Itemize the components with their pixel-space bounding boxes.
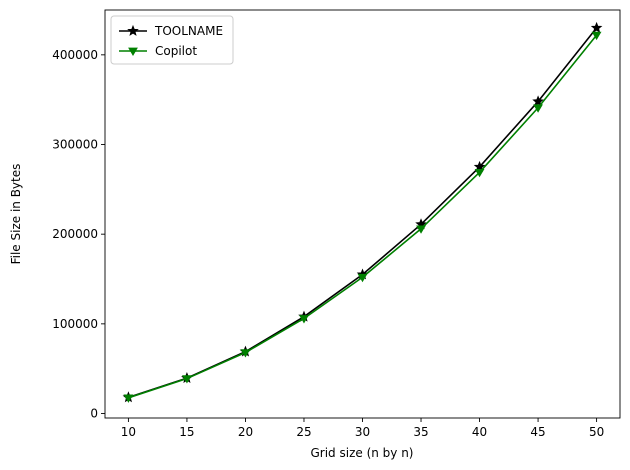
legend-label-copilot: Copilot — [155, 44, 197, 58]
data-point-copilot — [591, 31, 602, 41]
y-tick-label: 100000 — [52, 317, 98, 331]
legend-box — [110, 15, 234, 65]
y-tick-label: 0 — [90, 407, 98, 421]
y-tick-label: 300000 — [52, 138, 98, 152]
y-tick-label: 400000 — [52, 48, 98, 62]
data-point-toolname — [532, 95, 544, 107]
data-point-copilot — [240, 349, 251, 358]
x-tick-label: 45 — [530, 425, 545, 439]
x-tick-label: 25 — [296, 425, 311, 439]
data-point-copilot — [357, 273, 368, 283]
x-tick-label: 10 — [121, 425, 136, 439]
axes-layer: 10 15 20 25 30 35 40 45 50 0 100000 200000 300000 400… — [52, 9, 621, 439]
x-tick-label: 50 — [589, 425, 604, 439]
x-tick-label: 35 — [413, 425, 428, 439]
legend: TOOLNAME Copilot — [110, 15, 234, 65]
x-tick-label: 30 — [355, 425, 370, 439]
data-point-copilot — [182, 375, 192, 384]
legend-marker-copilot — [128, 47, 138, 56]
y-tick-label: 200000 — [52, 227, 98, 241]
series-layer — [122, 21, 603, 403]
x-tick-label: 20 — [238, 425, 253, 439]
x-tick-label: 40 — [472, 425, 487, 439]
legend-marker-toolname — [127, 24, 139, 36]
x-axis-label: Grid size (n by n) — [310, 446, 413, 460]
data-point-toolname — [590, 21, 603, 33]
plot-area — [105, 10, 620, 418]
data-point-copilot — [123, 394, 134, 403]
data-point-copilot — [299, 315, 309, 324]
data-point-copilot — [533, 104, 543, 113]
y-axis-label: File Size in Bytes — [9, 164, 23, 265]
data-point-copilot — [416, 225, 426, 234]
data-point-copilot — [474, 168, 485, 178]
legend-label-toolname: TOOLNAME — [154, 24, 223, 38]
x-tick-label: 15 — [179, 425, 194, 439]
